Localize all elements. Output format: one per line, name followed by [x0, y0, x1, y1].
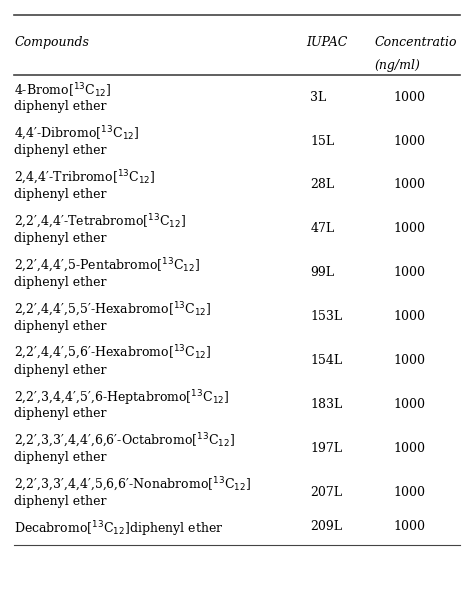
Text: diphenyl ether: diphenyl ether — [14, 320, 107, 333]
Text: diphenyl ether: diphenyl ether — [14, 364, 107, 377]
Text: 2,2′,3,4,4′,5′,6-Heptabromo[$^{13}$C$_{12}$]: 2,2′,3,4,4′,5′,6-Heptabromo[$^{13}$C$_{1… — [14, 388, 229, 408]
Text: 1000: 1000 — [393, 266, 426, 279]
Text: 1000: 1000 — [393, 398, 426, 411]
Text: diphenyl ether: diphenyl ether — [14, 276, 107, 289]
Text: 154L: 154L — [310, 354, 343, 367]
Text: 153L: 153L — [310, 310, 343, 323]
Text: diphenyl ether: diphenyl ether — [14, 407, 107, 421]
Text: 2,2′,3,3′,4,4′,5,6,6′-Nonabromo[$^{13}$C$_{12}$]: 2,2′,3,3′,4,4′,5,6,6′-Nonabromo[$^{13}$C… — [14, 476, 251, 494]
Text: 1000: 1000 — [393, 310, 426, 323]
Text: 1000: 1000 — [393, 135, 426, 148]
Text: Concentratio: Concentratio — [374, 36, 457, 49]
Text: 207L: 207L — [310, 486, 343, 499]
Text: 2,4,4′-Tribromo[$^{13}$C$_{12}$]: 2,4,4′-Tribromo[$^{13}$C$_{12}$] — [14, 169, 155, 187]
Text: Compounds: Compounds — [14, 36, 89, 49]
Text: 2,2′,4,4′,5,6′-Hexabromo[$^{13}$C$_{12}$]: 2,2′,4,4′,5,6′-Hexabromo[$^{13}$C$_{12}$… — [14, 344, 211, 362]
Text: (ng/ml): (ng/ml) — [374, 59, 420, 72]
Text: 1000: 1000 — [393, 520, 426, 533]
Text: diphenyl ether: diphenyl ether — [14, 144, 107, 157]
Text: 28L: 28L — [310, 178, 335, 192]
Text: 2,2′,4,4′,5-Pentabromo[$^{13}$C$_{12}$]: 2,2′,4,4′,5-Pentabromo[$^{13}$C$_{12}$] — [14, 257, 201, 275]
Text: 1000: 1000 — [393, 486, 426, 499]
Text: 1000: 1000 — [393, 91, 426, 104]
Text: diphenyl ether: diphenyl ether — [14, 232, 107, 245]
Text: diphenyl ether: diphenyl ether — [14, 451, 107, 465]
Text: 3L: 3L — [310, 91, 327, 104]
Text: 2,2′,3,3′,4,4′,6,6′-Octabromo[$^{13}$C$_{12}$]: 2,2′,3,3′,4,4′,6,6′-Octabromo[$^{13}$C$_… — [14, 432, 235, 450]
Text: diphenyl ether: diphenyl ether — [14, 188, 107, 201]
Text: 2,2′,4,4′,5,5′-Hexabromo[$^{13}$C$_{12}$]: 2,2′,4,4′,5,5′-Hexabromo[$^{13}$C$_{12}$… — [14, 300, 211, 319]
Text: 1000: 1000 — [393, 354, 426, 367]
Text: 4-Bromo[$^{13}$C$_{12}$]: 4-Bromo[$^{13}$C$_{12}$] — [14, 81, 112, 100]
Text: IUPAC: IUPAC — [306, 36, 347, 49]
Text: 197L: 197L — [310, 442, 343, 455]
Text: 47L: 47L — [310, 222, 335, 236]
Text: 183L: 183L — [310, 398, 343, 411]
Text: Decabromo[$^{13}$C$_{12}$]diphenyl ether: Decabromo[$^{13}$C$_{12}$]diphenyl ether — [14, 520, 224, 540]
Text: 1000: 1000 — [393, 442, 426, 455]
Text: 15L: 15L — [310, 135, 335, 148]
Text: diphenyl ether: diphenyl ether — [14, 100, 107, 114]
Text: 1000: 1000 — [393, 178, 426, 192]
Text: 1000: 1000 — [393, 222, 426, 236]
Text: diphenyl ether: diphenyl ether — [14, 495, 107, 508]
Text: 209L: 209L — [310, 520, 343, 533]
Text: 4,4′-Dibromo[$^{13}$C$_{12}$]: 4,4′-Dibromo[$^{13}$C$_{12}$] — [14, 125, 139, 143]
Text: 2,2′,4,4′-Tetrabromo[$^{13}$C$_{12}$]: 2,2′,4,4′-Tetrabromo[$^{13}$C$_{12}$] — [14, 213, 186, 231]
Text: 99L: 99L — [310, 266, 335, 279]
